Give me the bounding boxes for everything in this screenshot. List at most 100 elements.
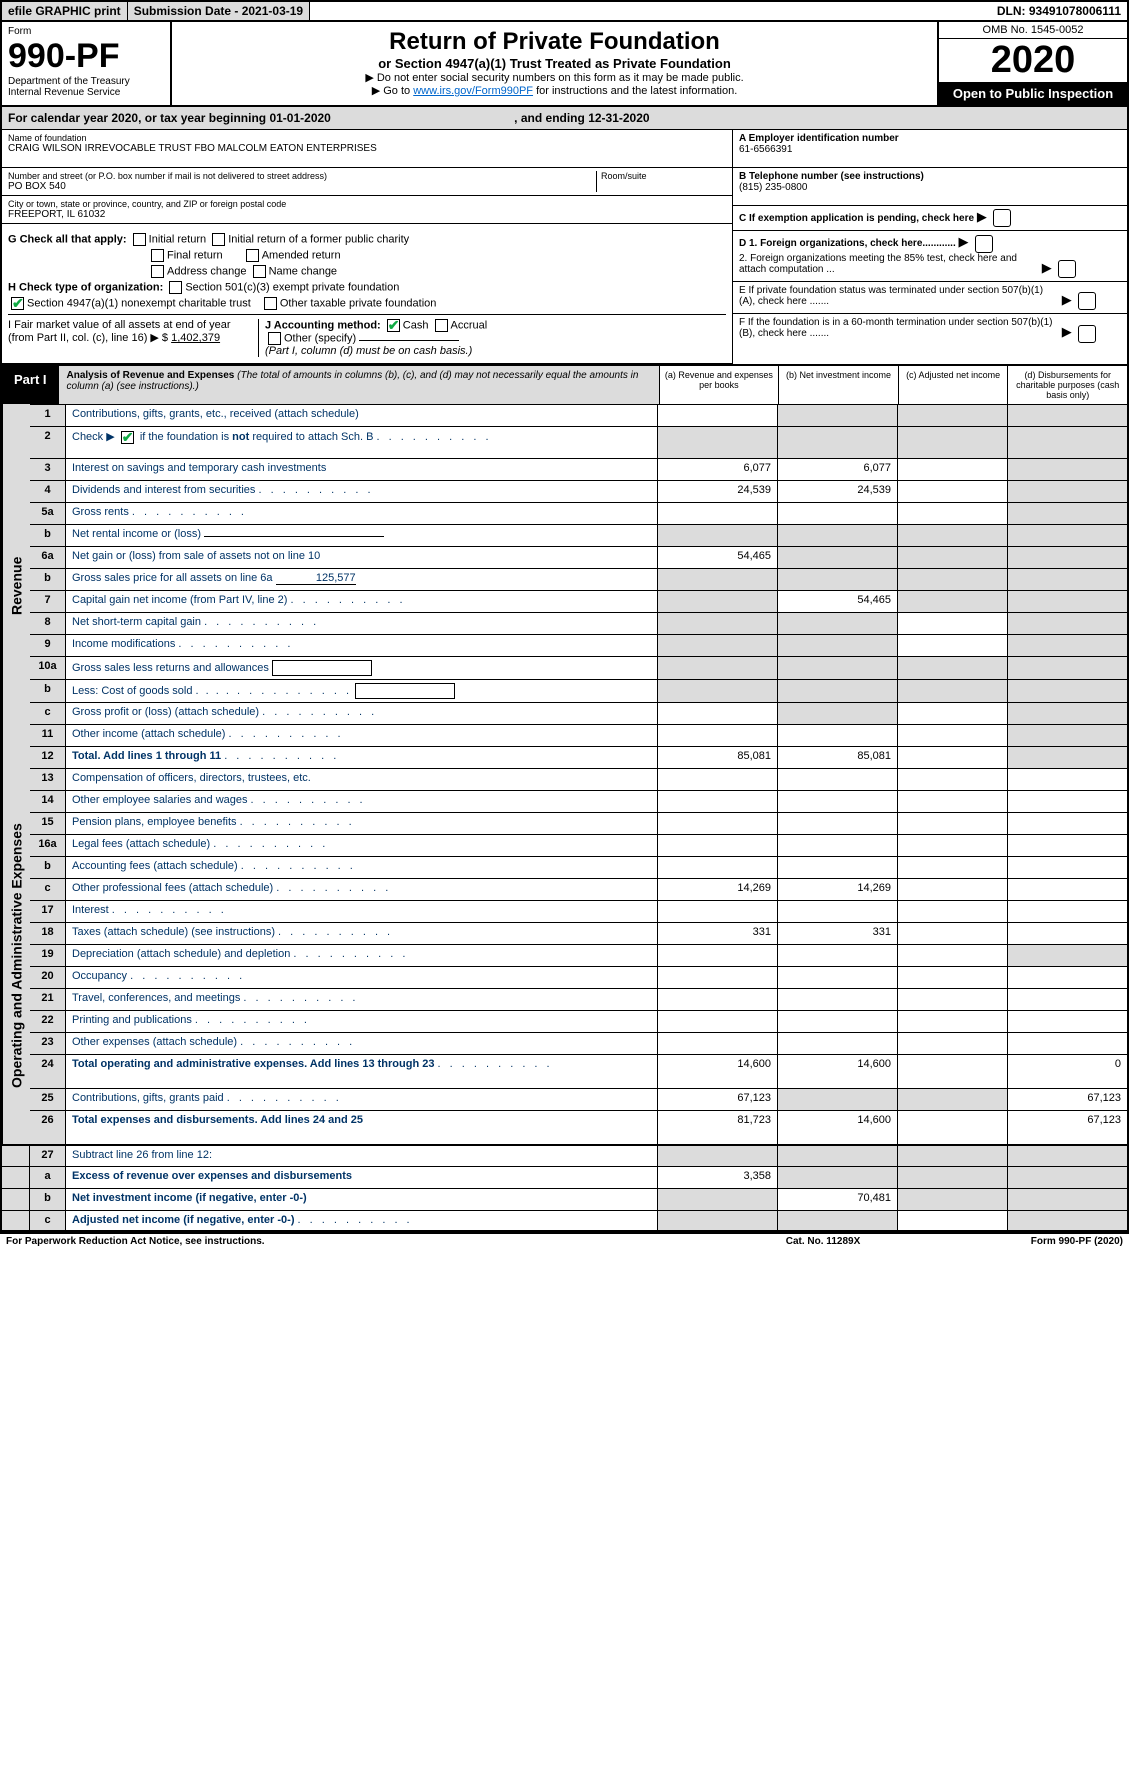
col-a-hdr: (a) Revenue and expenses per books	[659, 366, 779, 404]
v12a: 85,081	[657, 747, 777, 768]
form-link[interactable]: www.irs.gov/Form990PF	[413, 85, 533, 97]
line-18: Taxes (attach schedule) (see instruction…	[66, 923, 657, 944]
line-16b: Accounting fees (attach schedule)	[66, 857, 657, 878]
line-27: Subtract line 26 from line 12:	[66, 1146, 657, 1166]
revenue-rows: 1Contributions, gifts, grants, etc., rec…	[30, 404, 1127, 768]
line-1: Contributions, gifts, grants, etc., rece…	[66, 405, 657, 426]
line-16a: Legal fees (attach schedule)	[66, 835, 657, 856]
line-7: Capital gain net income (from Part IV, l…	[66, 591, 657, 612]
v16cb: 14,269	[777, 879, 897, 900]
street-address: PO BOX 540	[8, 181, 596, 192]
j-cell: J Accounting method: Cash Accrual Other …	[258, 319, 726, 357]
part1-header-row: Part I Analysis of Revenue and Expenses …	[2, 364, 1127, 404]
line-5b: Net rental income or (loss)	[66, 525, 657, 546]
instr2-post: for instructions and the latest informat…	[533, 85, 737, 97]
v16ca: 14,269	[657, 879, 777, 900]
calendar-year-row: For calendar year 2020, or tax year begi…	[2, 107, 1127, 130]
cal-pre: For calendar year 2020, or tax year begi…	[8, 111, 269, 125]
final-return-checkbox[interactable]	[151, 249, 164, 262]
line-3: Interest on savings and temporary cash i…	[66, 459, 657, 480]
accrual-checkbox[interactable]	[435, 319, 448, 332]
line-8: Net short-term capital gain	[66, 613, 657, 634]
g-initial-former: Initial return of a former public charit…	[228, 233, 409, 245]
instruction-1: ▶ Do not enter social security numbers o…	[178, 71, 931, 84]
room-cell: Room/suite	[596, 171, 726, 192]
line-24: Total operating and administrative expen…	[66, 1055, 657, 1088]
form-header: Form 990-PF Department of the Treasury I…	[2, 22, 1127, 107]
form-left-col: Form 990-PF Department of the Treasury I…	[2, 22, 172, 105]
v6b: 125,577	[276, 572, 356, 585]
line-27a: Excess of revenue over expenses and disb…	[66, 1167, 657, 1188]
s4947-checkbox[interactable]	[11, 297, 24, 310]
g-row2: Final return Amended return	[8, 249, 726, 262]
address-row: Number and street (or P.O. box number if…	[2, 168, 732, 196]
year-col: OMB No. 1545-0052 2020 Open to Public In…	[937, 22, 1127, 105]
line-17: Interest	[66, 901, 657, 922]
line-10a: Gross sales less returns and allowances	[66, 657, 657, 679]
cash-checkbox[interactable]	[387, 319, 400, 332]
v26d: 67,123	[1007, 1111, 1127, 1144]
d2-checkbox[interactable]	[1058, 260, 1076, 278]
g-initial: Initial return	[149, 233, 206, 245]
g-addr-change: Address change	[167, 265, 247, 277]
line-19: Depreciation (attach schedule) and deple…	[66, 945, 657, 966]
right-info: A Employer identification number 61-6566…	[732, 130, 1127, 364]
line-4: Dividends and interest from securities	[66, 481, 657, 502]
submission-date: Submission Date - 2021-03-19	[128, 2, 310, 20]
main-title: Return of Private Foundation	[178, 28, 931, 56]
h-s4947: Section 4947(a)(1) nonexempt charitable …	[27, 297, 251, 309]
f-checkbox[interactable]	[1078, 325, 1096, 343]
line-16c: Other professional fees (attach schedule…	[66, 879, 657, 900]
line-27c: Adjusted net income (if negative, enter …	[66, 1211, 657, 1230]
tel-value: (815) 235-0800	[739, 182, 1121, 193]
expenses-rows: 13Compensation of officers, directors, t…	[30, 768, 1127, 1144]
s501-checkbox[interactable]	[169, 281, 182, 294]
d2-label: 2. Foreign organizations meeting the 85%…	[739, 253, 1039, 275]
d1-checkbox[interactable]	[975, 235, 993, 253]
dln: DLN: 93491078006111	[991, 2, 1127, 20]
efile-button[interactable]: efile GRAPHIC print	[2, 2, 128, 20]
e-checkbox[interactable]	[1078, 292, 1096, 310]
h-label: H Check type of organization:	[8, 281, 163, 293]
schb-checkbox[interactable]	[121, 431, 134, 444]
initial-former-checkbox[interactable]	[212, 233, 225, 246]
line-6b: Gross sales price for all assets on line…	[66, 569, 657, 590]
v18a: 331	[657, 923, 777, 944]
g-row: G Check all that apply: Initial return I…	[8, 233, 726, 246]
footer-right: Form 990-PF (2020)	[923, 1236, 1123, 1247]
line-23: Other expenses (attach schedule)	[66, 1033, 657, 1054]
v25a: 67,123	[657, 1089, 777, 1110]
addr-change-checkbox[interactable]	[151, 265, 164, 278]
col-b-hdr: (b) Net investment income	[778, 366, 898, 404]
other-method-checkbox[interactable]	[268, 332, 281, 345]
name-change-checkbox[interactable]	[253, 265, 266, 278]
expenses-section: Operating and Administrative Expenses 13…	[2, 768, 1127, 1144]
ij-row: I Fair market value of all assets at end…	[8, 314, 726, 357]
other-tax-checkbox[interactable]	[264, 297, 277, 310]
top-bar: efile GRAPHIC print Submission Date - 20…	[2, 2, 1127, 22]
v24b: 14,600	[777, 1055, 897, 1088]
j-cash: Cash	[403, 319, 429, 331]
subtitle: or Section 4947(a)(1) Trust Treated as P…	[178, 56, 931, 71]
amended-checkbox[interactable]	[246, 249, 259, 262]
omb-number: OMB No. 1545-0052	[939, 22, 1127, 39]
footer-left: For Paperwork Reduction Act Notice, see …	[6, 1236, 723, 1247]
line-6a: Net gain or (loss) from sale of assets n…	[66, 547, 657, 568]
c-checkbox[interactable]	[993, 209, 1011, 227]
line-22: Printing and publications	[66, 1011, 657, 1032]
left-info: Name of foundation CRAIG WILSON IRREVOCA…	[2, 130, 732, 364]
v3b: 6,077	[777, 459, 897, 480]
g-name-change: Name change	[269, 265, 338, 277]
line-2: Check ▶ if the foundation is not require…	[66, 427, 657, 458]
cal-begin: 01-01-2020	[269, 111, 330, 125]
city-cell: City or town, state or province, country…	[2, 196, 732, 224]
initial-return-checkbox[interactable]	[133, 233, 146, 246]
city-label: City or town, state or province, country…	[8, 199, 726, 209]
line-10b: Less: Cost of goods sold . . . .	[66, 680, 657, 702]
h-s501: Section 501(c)(3) exempt private foundat…	[185, 281, 399, 293]
h-other: Other taxable private foundation	[280, 297, 437, 309]
line-25: Contributions, gifts, grants paid	[66, 1089, 657, 1110]
j-other: Other (specify)	[284, 332, 356, 344]
instruction-2: ▶ Go to www.irs.gov/Form990PF for instru…	[178, 84, 931, 97]
c-label: C If exemption application is pending, c…	[739, 213, 974, 224]
